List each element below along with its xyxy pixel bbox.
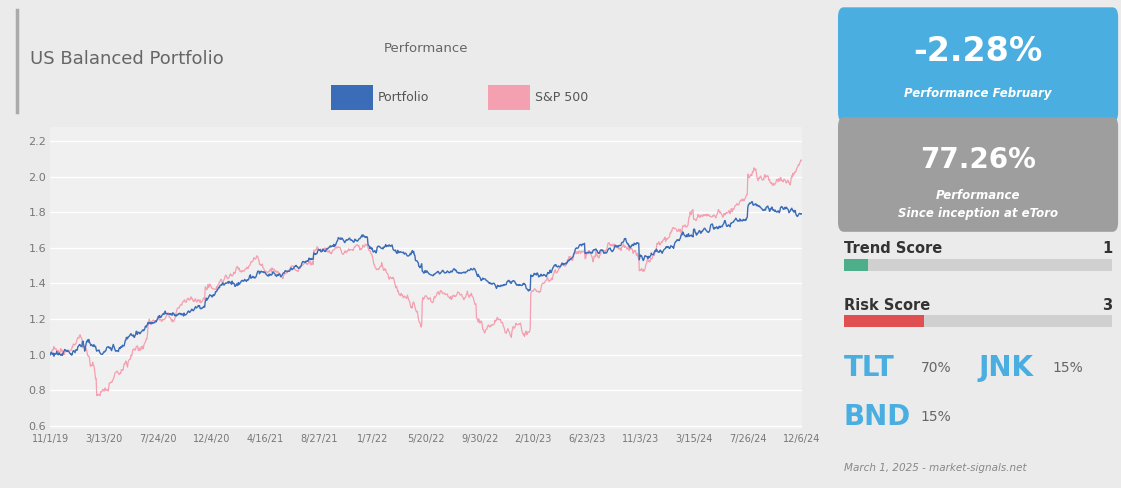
- Bar: [844, 315, 1112, 327]
- Text: -2.28%: -2.28%: [914, 35, 1043, 68]
- Text: 1: 1: [1102, 242, 1112, 256]
- Text: March 1, 2025 - market-signals.net: March 1, 2025 - market-signals.net: [844, 464, 1027, 473]
- FancyBboxPatch shape: [839, 7, 1118, 122]
- Text: JNK: JNK: [978, 354, 1034, 383]
- Text: TLT: TLT: [844, 354, 895, 383]
- FancyBboxPatch shape: [839, 117, 1118, 232]
- Bar: [844, 315, 925, 327]
- Text: 70%: 70%: [921, 362, 952, 375]
- Text: 15%: 15%: [1053, 362, 1083, 375]
- Text: Performance: Performance: [936, 189, 1020, 202]
- Text: BND: BND: [844, 403, 911, 431]
- Text: 77.26%: 77.26%: [920, 146, 1036, 174]
- Text: Since inception at eToro: Since inception at eToro: [898, 207, 1058, 220]
- Text: Portfolio: Portfolio: [378, 91, 429, 104]
- Bar: [844, 259, 1112, 271]
- Text: Performance: Performance: [383, 42, 469, 55]
- Text: 15%: 15%: [921, 410, 952, 424]
- Text: Risk Score: Risk Score: [844, 298, 930, 312]
- Text: 3: 3: [1102, 298, 1112, 312]
- Text: Performance February: Performance February: [905, 87, 1051, 100]
- Text: Trend Score: Trend Score: [844, 242, 942, 256]
- Text: S&P 500: S&P 500: [535, 91, 589, 104]
- Text: US Balanced Portfolio: US Balanced Portfolio: [30, 50, 224, 67]
- Bar: [844, 259, 868, 271]
